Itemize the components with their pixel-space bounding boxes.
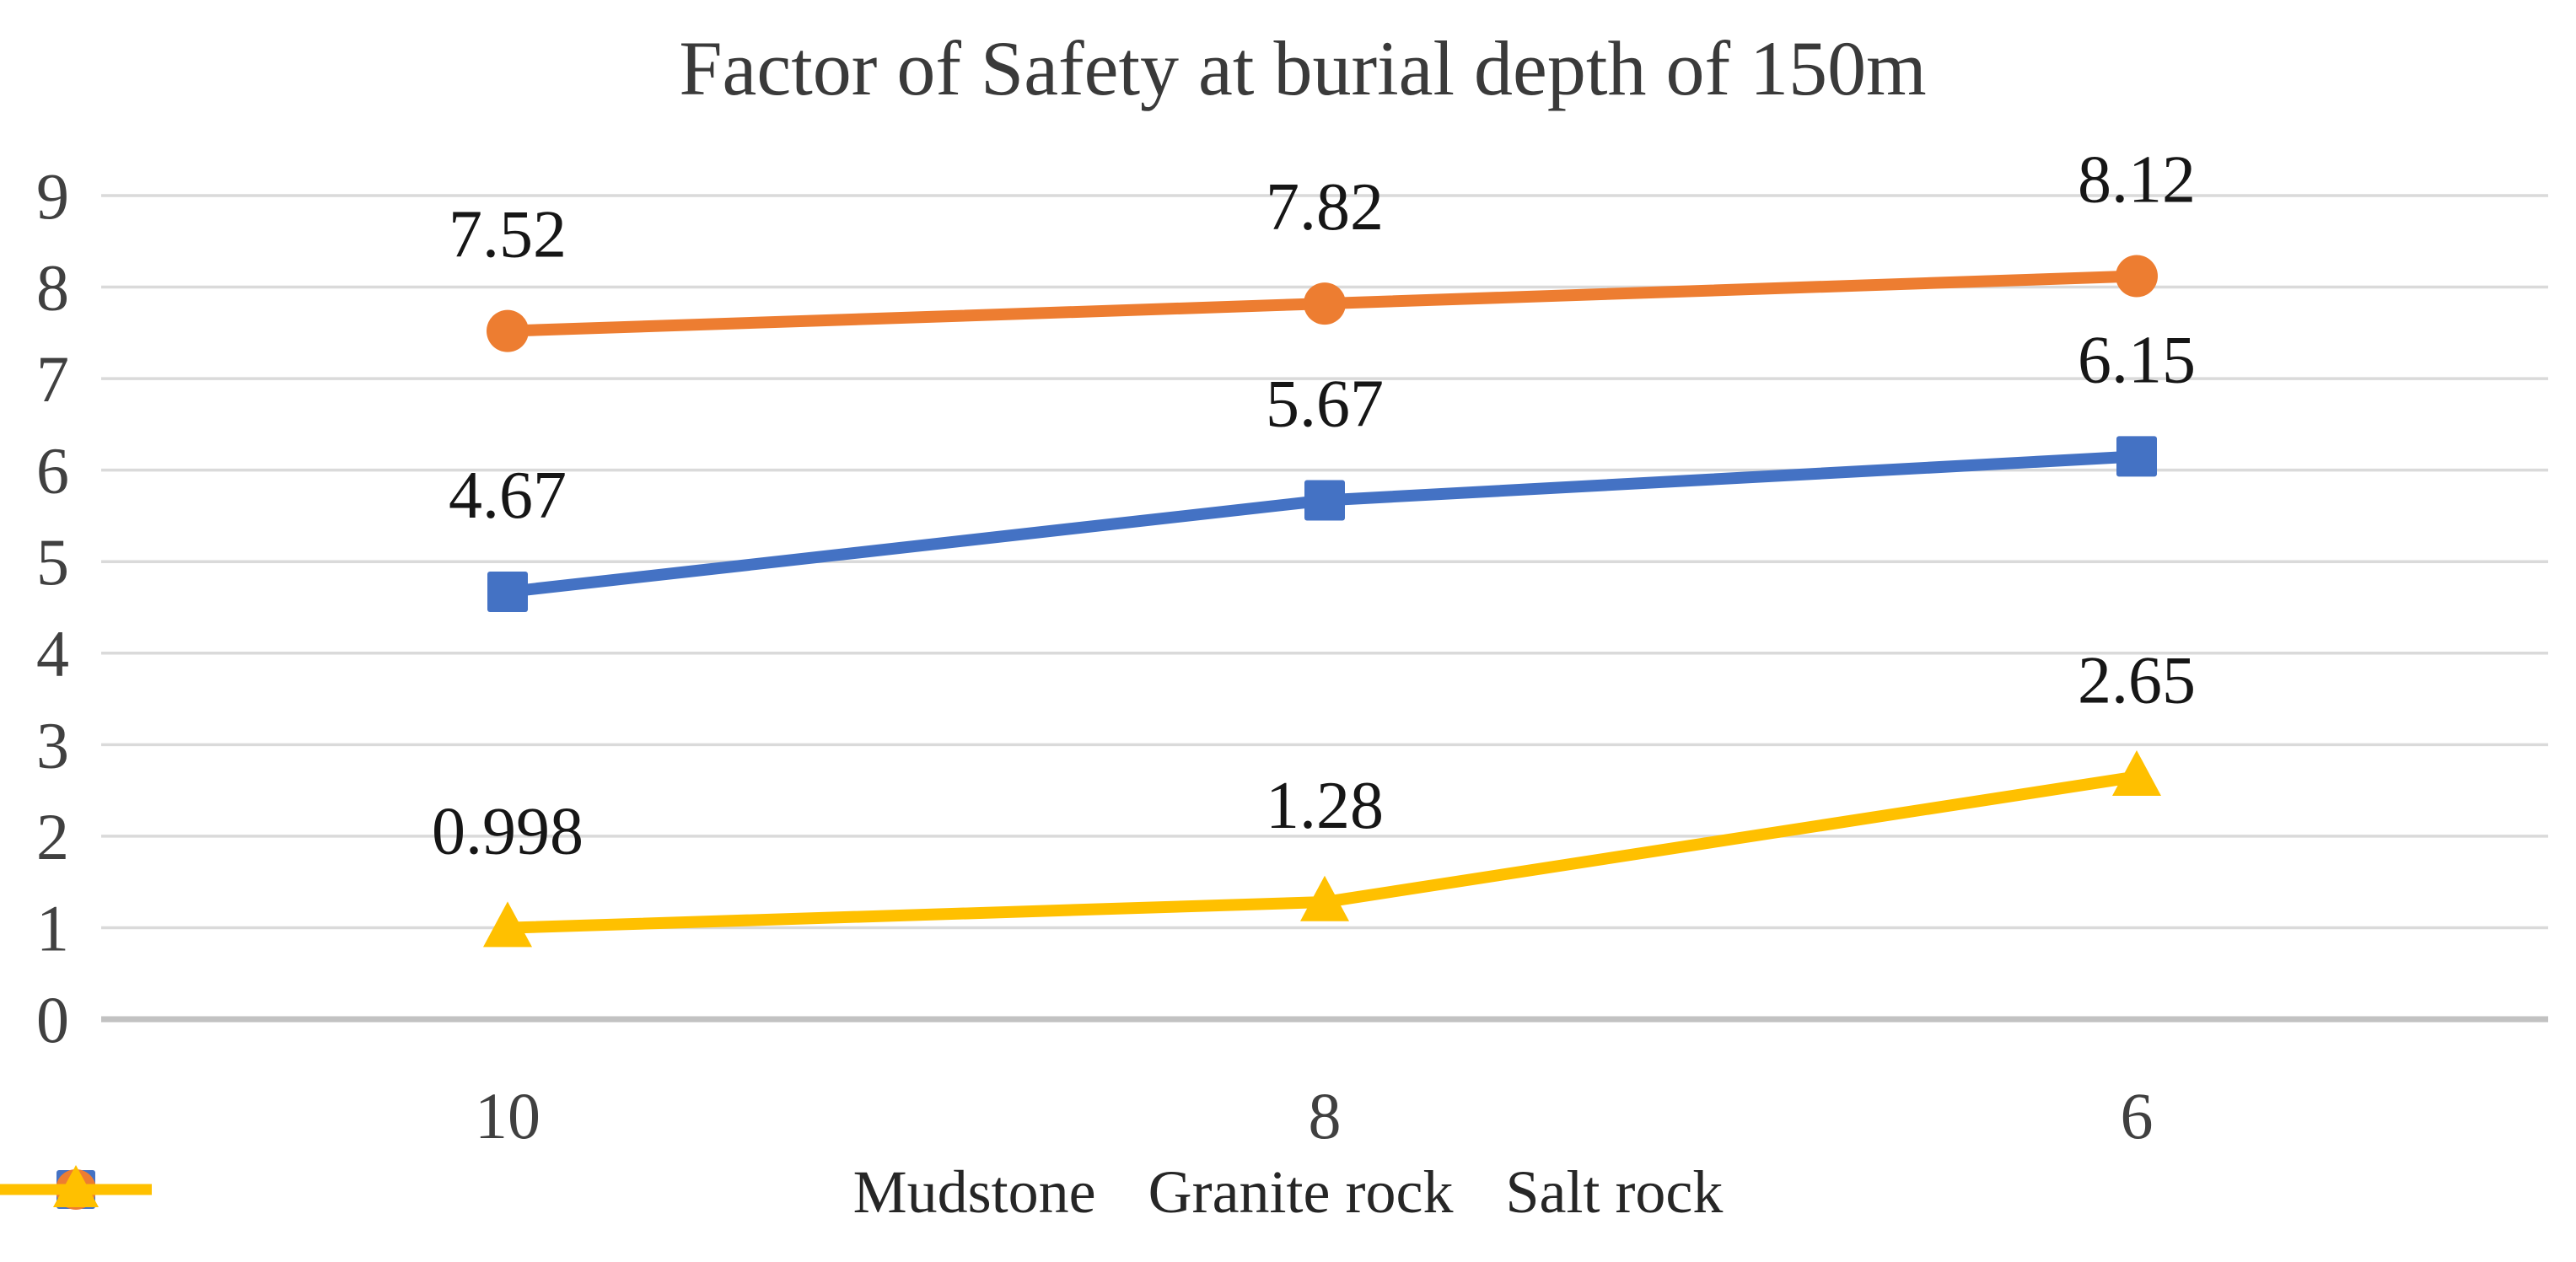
data-label-granite-rock-8: 7.82 xyxy=(1266,170,1384,244)
y-tick-label: 8 xyxy=(36,251,69,325)
series-lines xyxy=(483,255,2161,948)
x-axis-labels: 10 8 6 xyxy=(475,1079,2154,1152)
marker-granite-rock-8 xyxy=(1304,282,1346,325)
data-label-salt-rock-8: 1.28 xyxy=(1266,769,1384,843)
x-tick-label: 8 xyxy=(1309,1079,1342,1152)
marker-mudstone-8 xyxy=(1304,480,1345,521)
legend-item-mudstone: Mudstone xyxy=(0,1158,1096,1226)
legend-label-mudstone: Mudstone xyxy=(852,1158,1096,1226)
marker-salt-rock-6 xyxy=(2112,750,2161,797)
y-tick-label: 4 xyxy=(36,617,69,690)
data-label-granite-rock-10: 7.52 xyxy=(449,198,567,272)
y-tick-label: 7 xyxy=(36,342,69,416)
data-label-salt-rock-10: 0.998 xyxy=(432,795,583,869)
marker-granite-rock-10 xyxy=(487,309,529,352)
data-label-mudstone-10: 4.67 xyxy=(449,459,567,533)
legend-label-granite-rock: Granite rock xyxy=(1148,1158,1454,1226)
legend-label-salt-rock: Salt rock xyxy=(1505,1158,1724,1226)
marker-salt-rock-10 xyxy=(483,901,532,948)
y-tick-label: 0 xyxy=(36,983,69,1056)
marker-granite-rock-6 xyxy=(2116,255,2158,298)
marker-mudstone-6 xyxy=(2116,436,2157,477)
data-label-salt-rock-6: 2.65 xyxy=(2078,643,2196,717)
legend-swatch-triangle-icon xyxy=(0,1165,152,1207)
x-tick-label: 10 xyxy=(475,1079,540,1152)
legend-item-salt-rock: Salt rock xyxy=(0,1158,1724,1226)
y-tick-label: 9 xyxy=(36,159,69,233)
chart-title: Factor of Safety at burial depth of 150m xyxy=(679,25,1926,111)
series-line-mudstone xyxy=(507,450,2138,599)
legend: Mudstone Granite rock Salt rock xyxy=(0,1162,2576,1222)
y-tick-label: 3 xyxy=(36,708,69,781)
y-tick-label: 1 xyxy=(36,891,69,964)
legend-item-granite-rock: Granite rock xyxy=(0,1158,1454,1226)
y-tick-label: 2 xyxy=(36,800,69,873)
y-tick-label: 5 xyxy=(36,525,69,599)
data-label-mudstone-6: 6.15 xyxy=(2078,323,2196,397)
marker-salt-rock-8 xyxy=(1300,875,1349,921)
legend-marker-salt-rock xyxy=(53,1165,99,1207)
y-tick-label: 6 xyxy=(36,434,69,507)
data-label-granite-rock-6: 8.12 xyxy=(2078,143,2196,217)
marker-mudstone-10 xyxy=(487,572,528,613)
y-axis-labels: 0 1 2 3 4 5 6 7 8 9 xyxy=(36,159,69,1056)
data-label-mudstone-8: 5.67 xyxy=(1266,367,1384,441)
x-tick-label: 6 xyxy=(2121,1079,2154,1152)
data-labels: 4.67 5.67 6.15 7.52 7.82 8.12 0.998 1.28 2.65 xyxy=(432,143,2196,869)
